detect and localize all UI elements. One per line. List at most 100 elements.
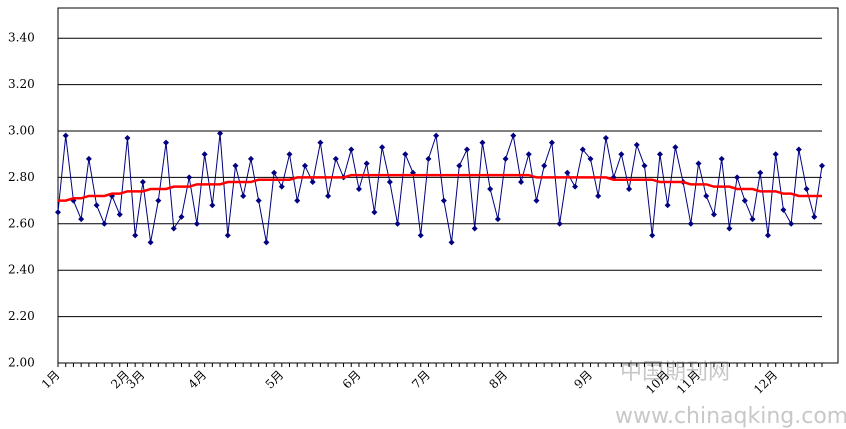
point-marker (533, 197, 540, 204)
point-marker (139, 179, 146, 186)
point-marker (317, 139, 324, 146)
y-tick-label: 2.60 (8, 216, 35, 230)
point-marker (286, 151, 293, 158)
y-tick-label: 3.40 (8, 31, 35, 45)
point-marker (518, 179, 525, 186)
y-tick-label: 3.00 (8, 124, 35, 138)
point-marker (633, 141, 640, 148)
point-marker (278, 183, 285, 190)
point-marker (232, 162, 239, 169)
point-marker (186, 174, 193, 181)
point-marker (626, 186, 633, 192)
point-marker (93, 202, 100, 209)
point-marker (62, 132, 69, 139)
point-marker (78, 216, 85, 223)
point-marker (764, 232, 771, 239)
point-marker (294, 197, 301, 204)
point-marker (309, 179, 316, 186)
point-marker (803, 186, 810, 192)
y-tick-label: 2.40 (8, 263, 35, 277)
point-marker (548, 139, 555, 146)
series-line (58, 173, 822, 202)
point-marker (132, 232, 139, 239)
point-marker (494, 216, 501, 223)
point-marker (510, 132, 517, 139)
point-marker (325, 192, 332, 199)
y-tick-label: 3.20 (8, 77, 35, 91)
point-marker (101, 220, 108, 227)
point-marker (247, 155, 254, 162)
point-marker (795, 146, 802, 153)
point-marker (433, 132, 440, 139)
point-marker (263, 239, 270, 246)
point-marker (471, 225, 478, 232)
point-marker (155, 197, 162, 204)
point-marker (564, 169, 571, 176)
point-marker (355, 186, 362, 192)
point-marker (664, 202, 671, 209)
point-marker (811, 213, 818, 220)
point-marker (788, 220, 795, 227)
point-marker (749, 216, 756, 223)
point-marker (703, 192, 710, 199)
point-marker (170, 225, 177, 232)
point-marker (417, 232, 424, 239)
point-marker (301, 162, 308, 169)
point-marker (448, 239, 455, 246)
point-marker (695, 160, 702, 167)
point-marker (556, 220, 563, 227)
point-marker (464, 146, 471, 153)
point-marker (163, 139, 170, 146)
point-marker (687, 220, 694, 227)
point-marker (456, 162, 463, 169)
series-line (57, 133, 823, 243)
point-marker (209, 202, 216, 209)
point-marker (386, 179, 393, 186)
point-marker (587, 155, 594, 162)
point-marker (819, 162, 825, 169)
point-marker (55, 209, 61, 216)
point-marker (224, 232, 231, 239)
point-marker (595, 192, 602, 199)
point-marker (487, 186, 494, 192)
point-marker (649, 232, 656, 239)
point-marker (525, 151, 532, 158)
point-marker (116, 211, 123, 218)
point-marker (741, 197, 748, 204)
point-marker (579, 146, 586, 153)
watermark-url: www.chinaqking.com (615, 404, 846, 429)
point-marker (379, 144, 386, 151)
point-marker (672, 144, 679, 151)
point-marker (178, 213, 185, 220)
point-marker (348, 146, 355, 153)
point-marker (201, 151, 208, 158)
y-tick-label: 2.00 (8, 356, 35, 370)
point-marker (757, 169, 764, 176)
point-marker (726, 225, 733, 232)
point-marker (193, 220, 200, 227)
point-marker (363, 160, 370, 167)
point-marker (124, 134, 131, 141)
point-marker (85, 155, 92, 162)
point-marker (780, 206, 787, 213)
point-marker (255, 197, 262, 204)
point-marker (371, 209, 378, 216)
y-tick-label: 2.20 (8, 309, 35, 323)
point-marker (332, 155, 339, 162)
point-marker (479, 139, 486, 146)
point-marker (217, 130, 224, 137)
point-marker (602, 134, 609, 141)
point-marker (147, 239, 154, 246)
point-marker (641, 162, 648, 169)
point-marker (734, 174, 741, 181)
point-marker (541, 162, 548, 169)
point-marker (271, 169, 278, 176)
point-marker (402, 151, 409, 158)
y-tick-label: 2.80 (8, 170, 35, 184)
point-marker (618, 151, 625, 158)
point-marker (710, 211, 717, 218)
point-marker (656, 151, 663, 158)
point-marker (718, 155, 725, 162)
point-marker (394, 220, 401, 227)
